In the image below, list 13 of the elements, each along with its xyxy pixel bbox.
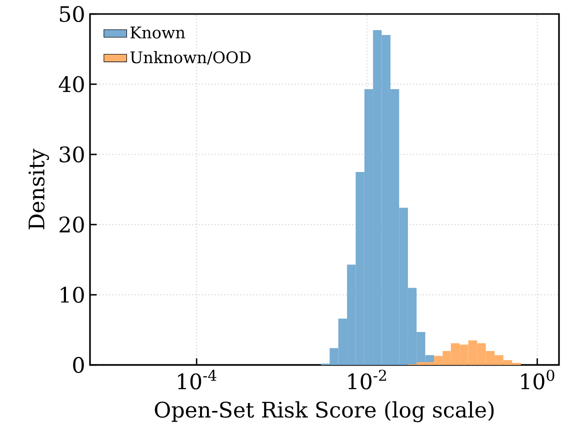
y-tick-label: 0 (73, 356, 84, 374)
legend-label: Known (130, 26, 186, 39)
x-tick-label: 10$^{-4}$ (178, 370, 216, 390)
y-tick-label: 10 (60, 286, 84, 303)
y-tick-label: 40 (58, 76, 84, 92)
x-tick-label: 10$^{-2}$ (348, 370, 386, 390)
legend-label: Unknown/OOD (130, 50, 251, 65)
y-axis-title: Density (28, 148, 49, 230)
x-tick-label: 10$^{0}$ (521, 370, 554, 390)
y-tick-label: 30 (60, 146, 84, 162)
y-tick-label: 50 (60, 6, 84, 22)
y-tick-label: 20 (60, 216, 84, 233)
x-axis-title: Open-Set Risk Score (log scale) (154, 401, 494, 422)
